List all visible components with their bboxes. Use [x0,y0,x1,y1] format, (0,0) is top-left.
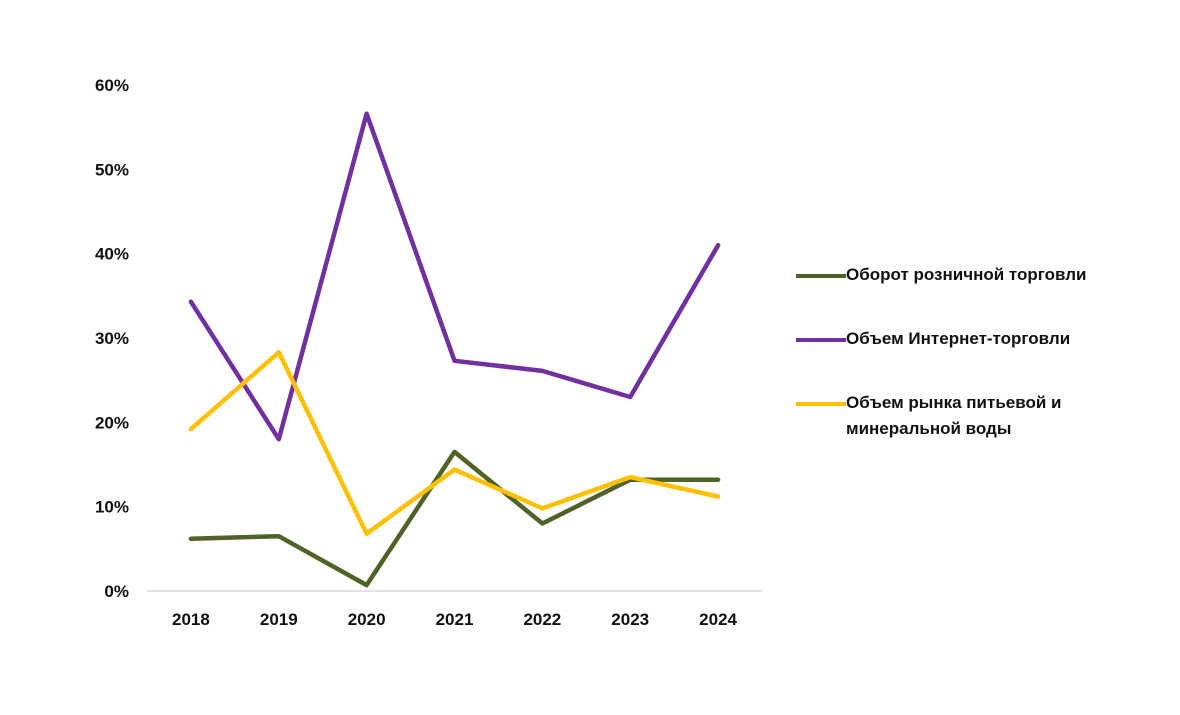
legend-label-retail: Оборот розничной торговли [846,265,1087,284]
y-tick-label: 0% [104,582,129,601]
y-axis-ticks: 0% 10% 20% 30% 40% 50% 60% [95,76,129,601]
x-tick-label: 2021 [436,610,474,629]
y-tick-label: 30% [95,329,129,348]
x-tick-label: 2020 [348,610,386,629]
y-tick-label: 60% [95,76,129,95]
legend-label-water: Объем рынка питьевой и минеральной воды [846,393,1062,438]
x-tick-label: 2019 [260,610,298,629]
x-tick-label: 2022 [523,610,561,629]
x-tick-label: 2024 [699,610,737,629]
legend-swatch-internet [796,338,846,342]
series-lines [188,111,721,588]
x-tick-label: 2023 [611,610,649,629]
legend-swatch-retail [796,274,846,278]
y-tick-label: 10% [95,498,129,517]
series-line-internet [188,111,721,442]
series-line-retail [188,449,721,588]
series-line-water [188,350,721,536]
legend-item-internet: Объем Интернет-торговли [796,326,1156,352]
legend-item-water: Объем рынка питьевой и минеральной воды [796,390,1156,442]
legend-label-internet: Объем Интернет-торговли [846,329,1071,348]
x-tick-label: 2018 [172,610,210,629]
y-tick-label: 20% [95,413,129,432]
y-tick-label: 40% [95,245,129,264]
x-axis-ticks: 2018 2019 2020 2021 2022 2023 2024 [172,610,738,629]
legend-swatch-water [796,402,846,406]
y-tick-label: 50% [95,160,129,179]
legend: Оборот розничной торговли Объем Интернет… [796,262,1156,480]
legend-item-retail: Оборот розничной торговли [796,262,1156,288]
